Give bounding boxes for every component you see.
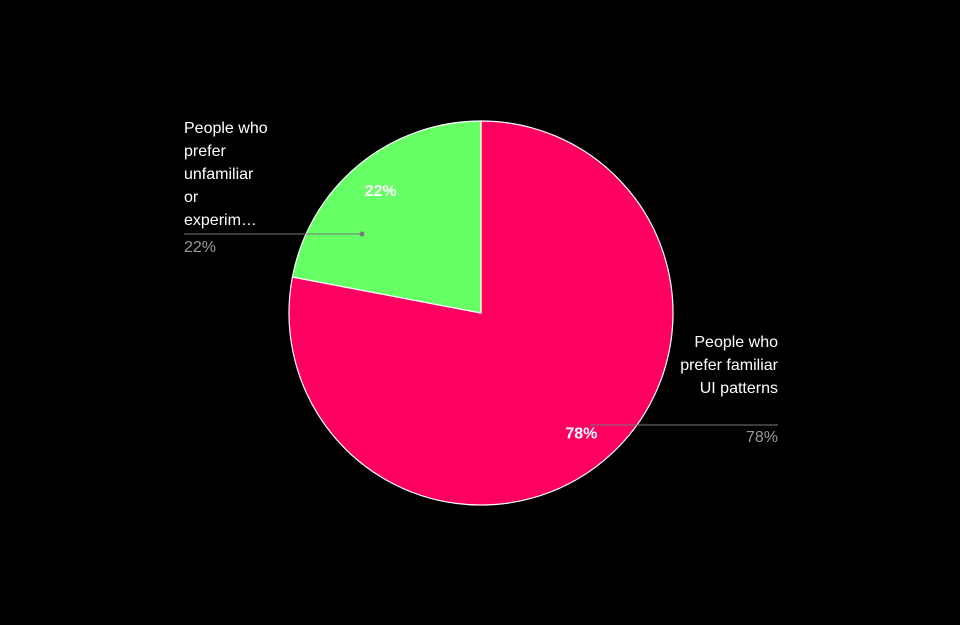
leader-dot (359, 231, 365, 237)
slice-label: 22% (365, 183, 397, 200)
slice-name: People who prefer unfamiliar or experim… (184, 120, 268, 229)
slice-percent: 78% (745, 429, 778, 446)
pie-slice (288, 120, 674, 506)
slice-percent: 22% (184, 239, 217, 256)
slice-label: 78% (565, 426, 597, 443)
pie-slice (291, 120, 482, 314)
slice-name: People who prefer familiar UI patterns (680, 334, 778, 397)
